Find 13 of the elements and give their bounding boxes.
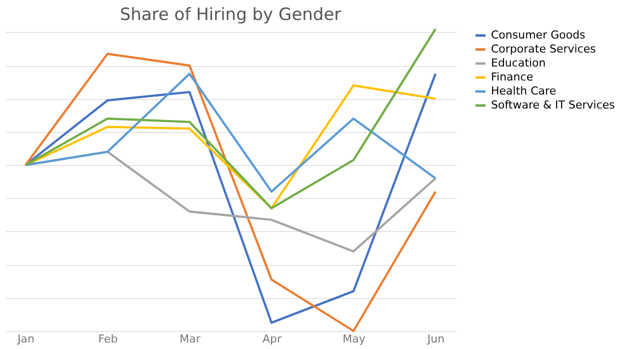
chart-title: Share of Hiring by Gender	[120, 4, 342, 25]
legend-label: Education	[491, 56, 546, 70]
legend-label: Finance	[491, 70, 534, 84]
x-tick-label: Jun	[426, 332, 445, 346]
legend-label: Health Care	[491, 84, 556, 98]
x-tick-label: May	[342, 332, 366, 346]
x-tick-label: Apr	[262, 332, 282, 346]
x-tick-label: Feb	[98, 332, 118, 346]
legend-label: Corporate Services	[491, 42, 596, 56]
legend-label: Consumer Goods	[491, 28, 586, 42]
x-tick-label: Jan	[16, 332, 34, 346]
x-tick-label: Mar	[180, 332, 201, 346]
legend-label: Software & IT Services	[491, 98, 616, 112]
